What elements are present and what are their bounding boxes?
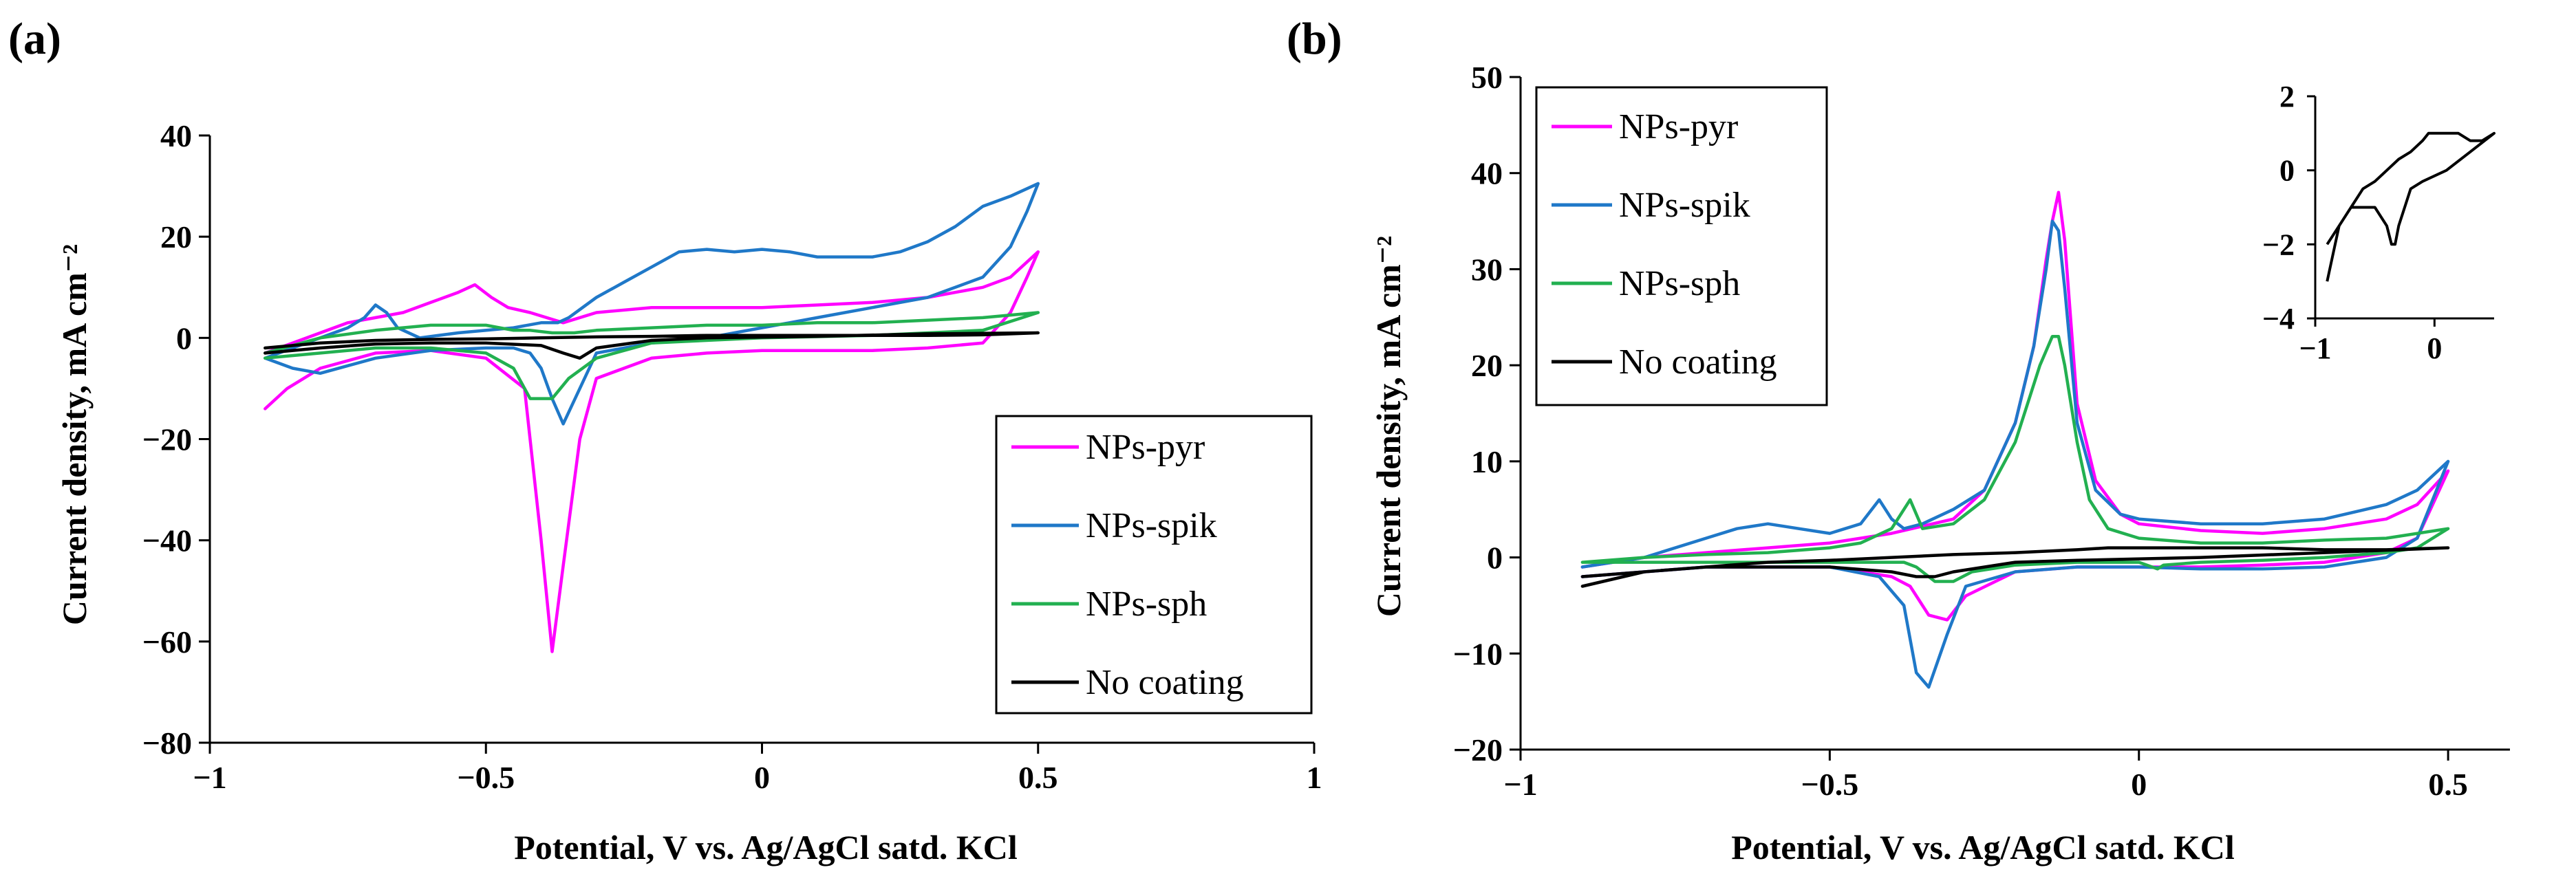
inset-y-tick-label: −4 [2262,302,2295,336]
series-line-nps-sph [264,311,1040,400]
inset-x-tick-label: −1 [2299,331,2331,365]
inset-y-tick-label: −2 [2262,228,2295,261]
inset-x-tick-label: 0 [2427,331,2442,365]
panel-b-y-axis-title: Current density, mA cm⁻² [1369,236,1408,617]
legend-box [995,415,1313,715]
legend-entry-label: NPs-sph [1086,585,1207,624]
x-tick-label: 0.5 [2428,767,2468,802]
y-tick-label: −40 [142,523,192,558]
y-tick-label: −60 [142,624,192,659]
series-line-nps-pyr [264,250,1040,653]
legend-entry-label: NPs-spik [1619,186,1750,225]
y-tick-label: −20 [142,422,192,457]
x-tick-label: −0.5 [1801,767,1859,802]
y-tick-label: 0 [176,320,192,356]
panel-b-label: (b) [1287,14,1342,64]
series-line-nps-sph [1580,334,2450,583]
series-line-no-coating [1580,546,2450,588]
panel-a-plot-area: −80 −60 −40 −20 0 20 40 −1 −0.5 0 0.5 1 [142,118,1322,795]
legend-box [1535,86,1828,406]
panel-a-label: (a) [8,14,61,64]
panel-b-legend: NPs-pyr NPs-spik NPs-sph No coating [1535,86,1828,406]
x-tick-label: −0.5 [457,760,515,795]
x-tick-label: 0 [2131,767,2147,802]
y-tick-label: 30 [1471,252,1503,287]
y-tick-label: 40 [1471,156,1503,191]
legend-entry-label: NPs-pyr [1086,428,1205,467]
legend-entry-label: NPs-sph [1619,264,1740,303]
panel-a-y-axis-title: Current density, mA cm⁻² [55,244,94,625]
panel-a-legend: NPs-pyr NPs-spik NPs-sph No coating [995,415,1313,715]
y-tick-label: 0 [1487,541,1503,576]
y-tick-label: 20 [1471,348,1503,383]
y-tick-label: 50 [1471,60,1503,95]
panel-a: (a) −80 −60 −40 −20 0 20 40 −1 −0.5 0 0.5 1 Current… [8,14,1322,866]
x-tick-label: 0 [754,760,770,795]
inset-series-line-no-coating [2326,131,2496,282]
series-line-no-coating [264,331,1040,360]
panel-b-x-axis-title: Potential, V vs. Ag/AgCl satd. KCl [1731,828,2235,866]
y-tick-label: −80 [142,726,192,761]
x-tick-label: −1 [193,760,226,795]
x-tick-label: 0.5 [1018,760,1058,795]
series-line-nps-spik [1580,219,2450,689]
panel-a-x-axis-title: Potential, V vs. Ag/AgCl satd. KCl [514,828,1018,866]
inset-y-tick-label: 0 [2279,154,2295,188]
y-tick-label: 40 [160,118,192,153]
y-tick-label: 20 [160,219,192,254]
panel-b-inset: −4 −2 0 2 −1 0 [2262,80,2496,365]
y-tick-label: −20 [1453,732,1503,767]
legend-entry-label: No coating [1619,342,1777,382]
x-tick-label: 1 [1307,760,1322,795]
legend-entry-label: No coating [1086,663,1244,702]
legend-entry-label: NPs-spik [1086,506,1217,545]
legend-entry-label: NPs-pyr [1619,107,1738,146]
y-tick-label: −10 [1453,636,1503,671]
x-tick-label: −1 [1503,767,1537,802]
y-tick-label: 10 [1471,444,1503,479]
series-line-nps-spik [264,182,1040,426]
inset-y-tick-label: 2 [2279,80,2295,113]
